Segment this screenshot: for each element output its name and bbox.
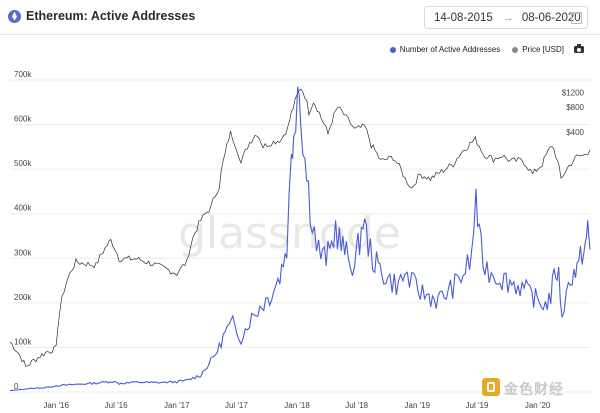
x-tick-label: Jul '16 — [105, 401, 128, 410]
jinse-logo-text: 金色财经 — [504, 382, 564, 398]
price-line — [9, 88, 591, 367]
grid-lines — [10, 79, 590, 393]
date-range-end[interactable]: 08-06-2020 — [521, 11, 581, 24]
arrow-right-icon: → — [502, 11, 514, 24]
active-addresses-line — [9, 86, 591, 392]
x-tick-label: Jul '17 — [225, 401, 248, 410]
x-tick-label: Jan '20 — [525, 401, 551, 410]
y-right-tick-label: $800 — [566, 103, 584, 112]
y-left-tick-label: 600k — [14, 115, 32, 124]
y-left-tick-label: 500k — [14, 159, 32, 168]
chart-header: Ethereum: Active Addresses 14-08-2015 → … — [0, 0, 600, 35]
camera-icon[interactable] — [574, 44, 584, 53]
legend-label-price: Price [USD] — [522, 45, 564, 54]
ethereum-icon — [8, 9, 21, 23]
legend-label-addresses: Number of Active Addresses — [399, 45, 501, 54]
series-layer — [9, 86, 591, 392]
y-left-tick-label: 700k — [14, 70, 32, 79]
chart-legend: Number of Active Addresses Price [USD] — [378, 44, 584, 54]
chart-title: Ethereum: Active Addresses — [26, 9, 196, 23]
legend-item-price[interactable]: Price [USD] — [512, 45, 564, 54]
legend-dot-addresses — [389, 46, 396, 53]
y-right-tick-label: $1200 — [562, 89, 585, 98]
y-left-tick-label: 200k — [14, 293, 32, 302]
title-group: Ethereum: Active Addresses — [8, 9, 195, 23]
y-left-tick-label: 400k — [14, 204, 32, 213]
x-tick-label: Jan '19 — [405, 401, 431, 410]
axis-labels: 0 100k 200k 300k 400k 500k 600k 700k $400 $800 $12… — [14, 70, 585, 410]
legend-dot-price — [512, 46, 519, 53]
y-left-tick-label: 0 — [14, 382, 19, 391]
x-tick-label: Jul '19 — [466, 401, 489, 410]
y-left-tick-label: 300k — [14, 248, 32, 257]
date-range-start[interactable]: 14-08-2015 — [434, 11, 493, 24]
x-tick-label: Jan '17 — [164, 401, 190, 410]
glassnode-watermark: glassnode — [178, 208, 401, 259]
x-tick-label: Jul '18 — [345, 401, 368, 410]
x-tick-label: Jan '18 — [284, 401, 310, 410]
x-tick-label: Jan '16 — [43, 401, 69, 410]
date-range-picker[interactable]: 14-08-2015 → 08-06-2020 — [424, 6, 588, 29]
y-left-tick-label: 100k — [14, 337, 32, 346]
y-right-tick-label: $400 — [566, 128, 584, 137]
jinse-logo-icon — [482, 378, 500, 396]
calendar-icon[interactable] — [571, 12, 582, 24]
legend-item-addresses[interactable]: Number of Active Addresses — [389, 45, 501, 54]
